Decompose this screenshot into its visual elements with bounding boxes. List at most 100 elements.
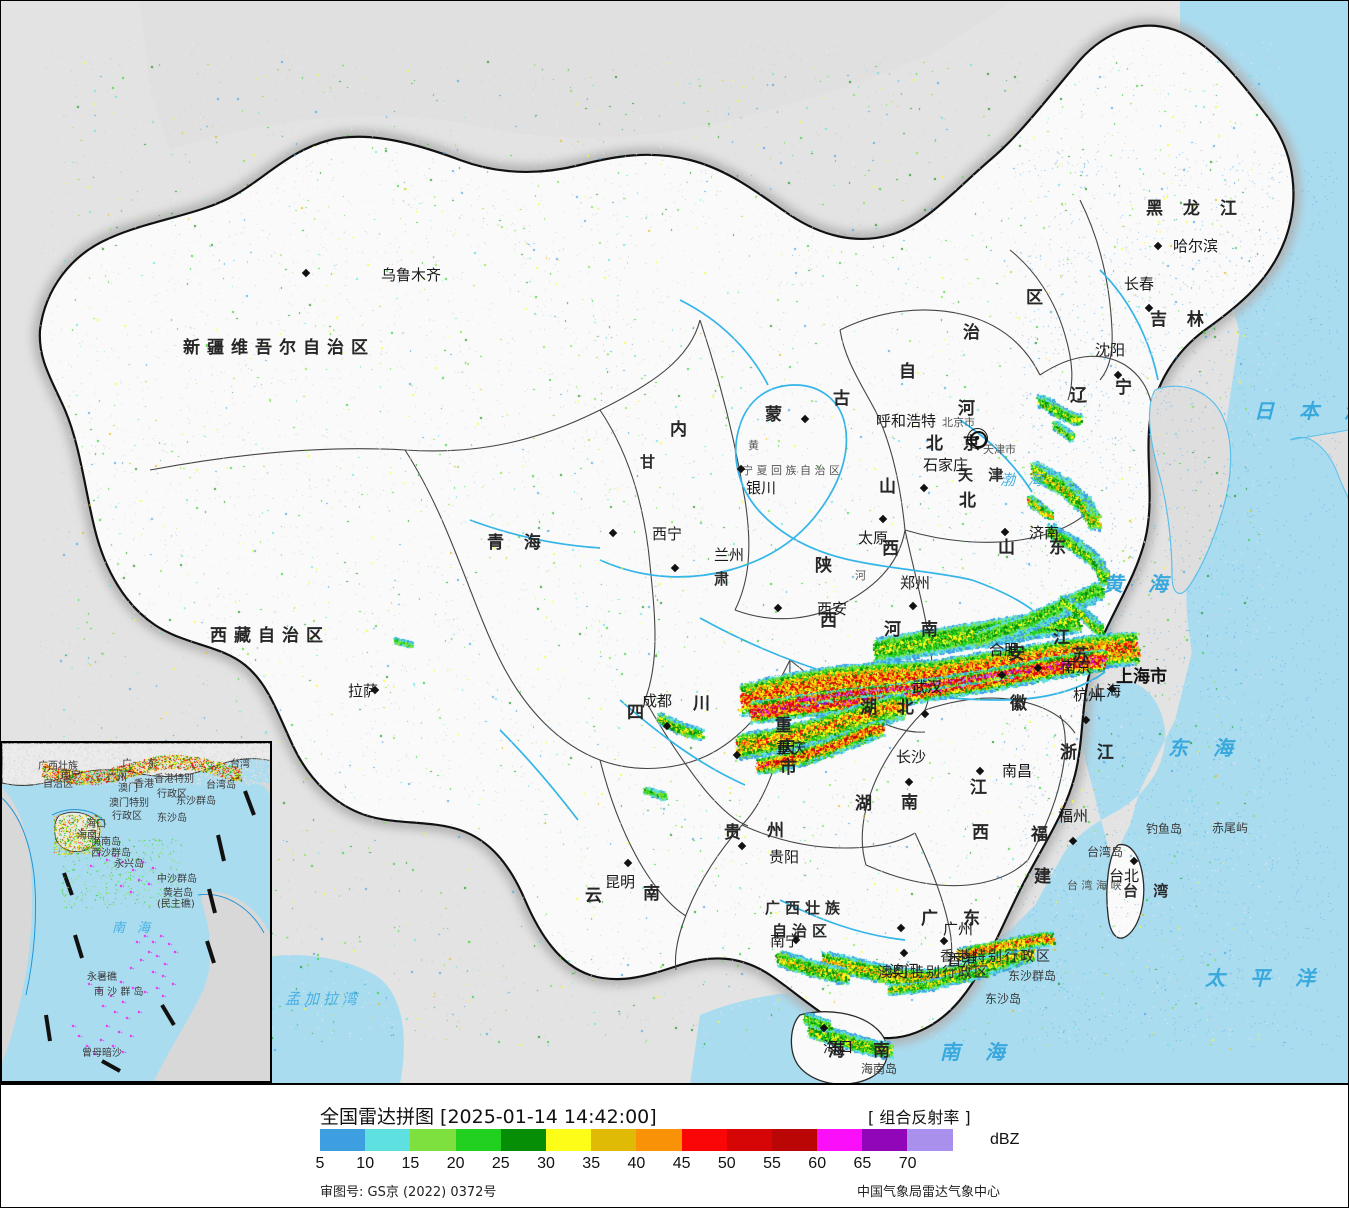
province-label: 四 xyxy=(627,703,651,723)
province-label: 市 xyxy=(780,758,804,778)
city-label: 杭州 xyxy=(1073,686,1104,704)
province-label: 澳门特别行政区 xyxy=(878,965,990,981)
province-label: 苏 xyxy=(1072,646,1096,666)
colorbar-swatch-30 xyxy=(545,1129,592,1151)
tick-15: 15 xyxy=(401,1155,420,1172)
island-label: 赤尾屿 xyxy=(1212,821,1249,835)
city-label: 石家庄 xyxy=(923,456,969,474)
province-label: 内 xyxy=(670,420,694,440)
colorbar-swatch-55 xyxy=(771,1129,818,1151)
tick-50: 50 xyxy=(717,1155,736,1172)
inset-label: 中沙群岛 xyxy=(157,874,197,885)
colorbar-swatch-35 xyxy=(591,1129,637,1151)
island-label: 台湾岛 xyxy=(1087,845,1124,859)
province-label: 江 xyxy=(970,778,994,798)
map-panel[interactable]: 新疆维吾尔自治区 西藏自治区青 海甘肃内蒙古自治区黑 龙 江吉 林辽宁河北山西山东… xyxy=(0,0,1349,1084)
inset-label: 广州 xyxy=(107,773,127,784)
province-label: 河 xyxy=(958,399,982,419)
city-label: 长沙 xyxy=(896,748,927,766)
tick-10: 10 xyxy=(356,1155,375,1172)
city-label: 香港 xyxy=(947,951,978,969)
capital-ring-beijing xyxy=(967,428,988,449)
city-label: 银川 xyxy=(746,479,777,497)
colorbar-swatch-25 xyxy=(500,1129,546,1151)
colorbar-swatch-5 xyxy=(320,1129,366,1151)
colorbar-swatch-65 xyxy=(862,1129,908,1151)
city-label: 长春 xyxy=(1124,275,1155,293)
city-label: 贵阳 xyxy=(769,848,800,866)
sea-label: 南 海 xyxy=(940,1040,1014,1064)
province-label: 海 xyxy=(828,1041,852,1061)
city-label: 太原 xyxy=(858,529,889,547)
sea-label: 河 xyxy=(855,569,866,582)
inset-label: 东沙岛 xyxy=(157,813,187,824)
island-label: 东沙岛 xyxy=(985,992,1022,1006)
province-label: 西藏自治区 xyxy=(210,626,330,646)
tick-45: 45 xyxy=(672,1155,691,1172)
city-label: 武汉 xyxy=(912,678,943,696)
city-label: 台北 xyxy=(1109,867,1140,885)
province-label: 治 xyxy=(963,323,987,343)
city-label: 广州 xyxy=(943,920,974,938)
tick-5: 5 xyxy=(315,1155,325,1172)
inset-label: 东沙群岛 xyxy=(176,796,216,807)
city-label: 兰州 xyxy=(714,546,745,564)
province-label: 安 xyxy=(1008,644,1032,664)
dbz-tick-labels: 5 10 15 20 25 30 35 40 45 50 55 60 65 70 xyxy=(316,1155,1000,1175)
inset-label: 澳门 xyxy=(118,783,138,794)
inset-label: 澳门特别 xyxy=(109,798,149,809)
province-label: 江 xyxy=(1053,628,1077,648)
province-label: 宁 夏 回 族 自 治 区 xyxy=(742,464,840,477)
city-label: 济南 xyxy=(1029,524,1060,542)
province-label: 湖 xyxy=(855,794,879,814)
city-label: 澳门 xyxy=(889,962,920,980)
province-label: 自治区 xyxy=(772,922,833,940)
province-label: 区 xyxy=(1026,288,1050,308)
city-label: 成都 xyxy=(642,692,673,710)
inset-label: 曾母暗沙 xyxy=(82,1048,122,1059)
inset-label: 行政区 xyxy=(112,811,142,822)
colorbar-swatch-45 xyxy=(681,1129,727,1151)
province-label: 西 xyxy=(972,823,996,843)
province-label: 古 xyxy=(833,389,857,409)
inset-label: 南宁 xyxy=(61,770,81,781)
colorbar-swatch-20 xyxy=(455,1129,501,1151)
province-label: 肃 xyxy=(714,570,735,588)
sea-label: 孟加拉湾 xyxy=(285,990,362,1008)
inset-label: 台湾 xyxy=(230,759,250,770)
province-label: 建 xyxy=(1034,867,1058,887)
inset-label: 东 xyxy=(147,759,157,770)
province-label: 云 xyxy=(585,886,609,906)
province-label: 台 湾 xyxy=(1123,882,1174,900)
sea-label: 东 海 xyxy=(1168,736,1242,760)
colorbar-swatch-70 xyxy=(907,1129,953,1151)
tick-55: 55 xyxy=(763,1155,781,1172)
province-label: 东 xyxy=(963,909,987,929)
province-label: 贵 xyxy=(724,823,748,843)
dbz-colorbar[interactable] xyxy=(320,1129,953,1151)
city-label: 乌鲁木齐 xyxy=(381,266,442,284)
city-label: 南宁 xyxy=(770,932,801,950)
province-label: 北 xyxy=(959,491,983,511)
inset-label: 广西壮族 xyxy=(38,761,78,772)
inset-label: 行政区 xyxy=(157,789,187,800)
inset-label: 自治区 xyxy=(43,779,73,790)
tick-35: 35 xyxy=(582,1155,601,1172)
province-label: 北京市 xyxy=(942,416,975,429)
colorbar-swatch-50 xyxy=(726,1129,772,1151)
sea-label: 台 湾 海 峡 xyxy=(1067,879,1122,892)
city-label: 福州 xyxy=(1058,807,1089,825)
south-china-sea-inset[interactable]: 广西壮族 自治区 南宁广东广州 澳门 香港 香港特别 行政区 澳门特别 行政区 台湾 台湾岛 东沙群岛… xyxy=(0,741,272,1083)
inset-label: 香港特别 xyxy=(154,774,194,785)
province-label: 青 海 xyxy=(487,533,548,553)
city-label: 重庆 xyxy=(776,739,807,757)
island-label: 东沙群岛 xyxy=(1008,969,1057,983)
province-label: 天 津 xyxy=(958,466,1009,484)
inset-label: 香港 xyxy=(134,779,154,790)
province-label: 新疆维吾尔自治区 xyxy=(183,338,375,358)
province-label: 北 京 xyxy=(926,434,987,454)
province-label: 吉 林 xyxy=(1150,310,1211,330)
legend-title: 全国雷达拼图 [2025-01-14 14:42:00] xyxy=(320,1106,657,1128)
inset-label: 南 海 xyxy=(112,921,155,936)
sea-label: 渤 海 xyxy=(1000,471,1047,489)
